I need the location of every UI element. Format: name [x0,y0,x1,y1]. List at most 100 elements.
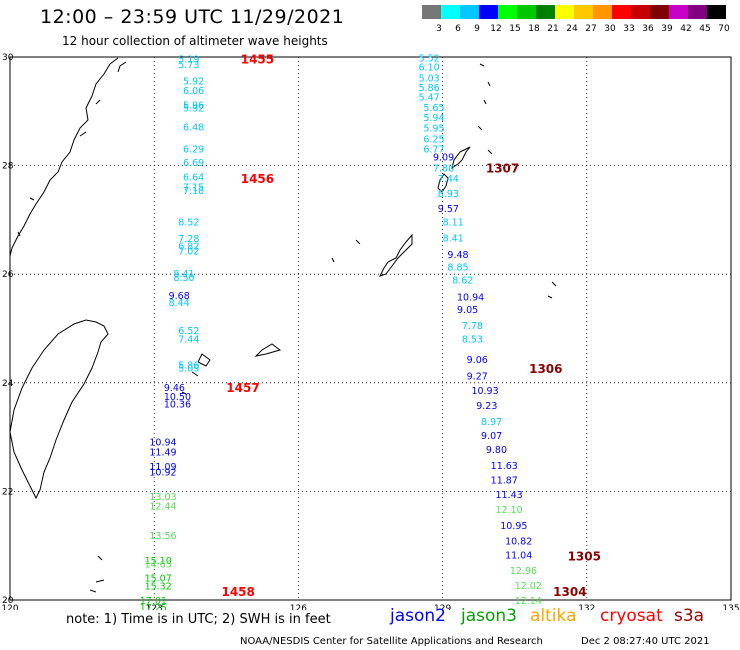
okinawa-outline [379,233,413,277]
wave-height-label: 9.46 [164,383,185,394]
wave-height-label: 5.47 [419,93,440,104]
lat-tick-label: 30 [2,53,14,63]
wave-height-label: 6.10 [419,62,440,73]
legend-color-swatch [555,5,574,19]
legend-color-swatch [574,5,593,19]
wave-height-label: 8.11 [443,218,464,229]
pass-time-label: 1304 [553,585,586,599]
legend-color-swatch [536,5,555,19]
wave-height-label: 5.09 [178,364,199,375]
wave-height-label: 5.65 [423,103,444,114]
wave-height-label: 8.50 [173,273,194,284]
legend-altika: altika [530,606,577,626]
map-frame [9,56,732,601]
wave-height-label: 5.96 [183,100,204,111]
wave-height-label: 5.86 [419,83,440,94]
wave-height-label: 6.77 [423,144,444,155]
wave-height-label: 10.94 [149,438,176,449]
wave-height-label: 11.87 [491,476,518,487]
wave-height-label: 15.07 [145,573,172,584]
legend-color-swatch [517,5,536,19]
wave-height-label: 6.25 [423,135,444,146]
wave-height-label: 6.52 [178,326,199,337]
wave-height-label: 5.73 [178,60,199,71]
legend-tick-label: 27 [585,24,596,34]
wave-height-label: 6.06 [183,86,204,97]
wave-height-label: 7.44 [438,174,459,185]
wave-height-label: 11.09 [149,462,176,473]
wave-height-label: 11.63 [491,461,518,472]
wave-height-label: 7.15 [183,182,204,193]
wave-height-label: 6.48 [183,123,204,134]
legend-tick-label: 36 [642,24,654,34]
pass-time-label: 1305 [568,550,601,564]
legend-tick-label: 9 [474,24,480,34]
legend-tick-label: 30 [604,24,616,34]
wave-height-label: 10.95 [500,521,527,532]
legend-s3a: s3a [674,606,705,626]
legend-color-swatch [460,5,479,19]
pass-time-label: 1456 [241,172,274,186]
wave-height-label: 12.44 [149,502,176,513]
legend-color-swatch [650,5,669,19]
wave-height-label: 6.64 [183,173,204,184]
legend-tick-label: 70 [718,24,730,34]
china-coastline [9,57,119,257]
wave-height-label: 10.82 [505,536,532,547]
wave-height-label: 7.78 [462,321,483,332]
wave-height-label: 10.92 [149,467,176,478]
wave-height-label: 14.65 [145,560,172,571]
legend-tick-label: 18 [528,24,540,34]
wave-height-label: 9.09 [433,152,454,163]
wave-height-label: 11.43 [495,490,522,501]
wave-height-label: 5.95 [423,124,444,135]
wave-height-label: 9.57 [438,204,459,215]
wave-height-label: 9.80 [486,445,507,456]
lon-tick-label: 129 [434,604,451,610]
wave-height-label: 6.69 [183,158,204,169]
legend-tick-label: 39 [661,24,673,34]
pass-time-label: 1457 [226,381,259,395]
wave-height-label: 10.94 [457,293,484,304]
legend-tick-label: 42 [680,24,691,34]
wave-height-label: 5.19 [178,55,199,66]
wave-height-label: 11.49 [149,447,176,458]
wave-height-label: 8.41 [443,233,464,244]
wave-height-label: 17.25 [140,603,167,610]
wave-height-label: 12.02 [515,581,542,592]
wave-height-label: 5.03 [419,74,440,85]
southern-islands [89,353,211,593]
wave-height-label: 8.52 [178,218,199,229]
lat-tick-label: 22 [2,487,13,497]
wave-height-label: 8.44 [169,298,190,309]
wave-height-label: 5.52 [419,54,440,65]
wave-height-label: 10.36 [164,400,191,411]
wave-height-label: 9.23 [476,401,497,412]
legend-tick-label: 15 [509,24,520,34]
lat-tick-label: 24 [2,379,14,389]
wave-height-label: 5.92 [183,76,204,87]
wave-height-label: 7.80 [433,163,454,174]
wave-height-map: 120 123 126 129 132 135 30 28 26 24 22 20 5.195.73 14… [1,53,739,610]
wave-height-label: 9.07 [481,431,502,442]
legend-color-swatch [707,5,726,19]
wave-height-label: 8.93 [438,189,459,200]
wave-height-label: 9.27 [467,371,488,382]
pass-time-label: 1307 [486,161,519,175]
wave-height-label: 8.97 [481,417,502,428]
wave-height-label: 7.44 [178,334,199,345]
legend-color-swatch [669,5,688,19]
taiwan-coastline [9,319,109,500]
legend-color-swatch [688,5,707,19]
small-islands [254,239,361,357]
chart-title: 12:00 – 23:59 UTC 11/29/2021 [40,6,345,28]
legend-jason3: jason3 [461,606,517,626]
legend-tick-label: 21 [547,24,558,34]
lon-tick-label: 135 [722,604,739,610]
chart-subtitle: 12 hour collection of altimeter wave hei… [62,34,328,48]
pass-time-label: 1455 [241,53,274,67]
scattered-islets [17,63,557,299]
lat-tick-label: 28 [2,162,14,172]
legend-tick-label: 12 [490,24,501,34]
